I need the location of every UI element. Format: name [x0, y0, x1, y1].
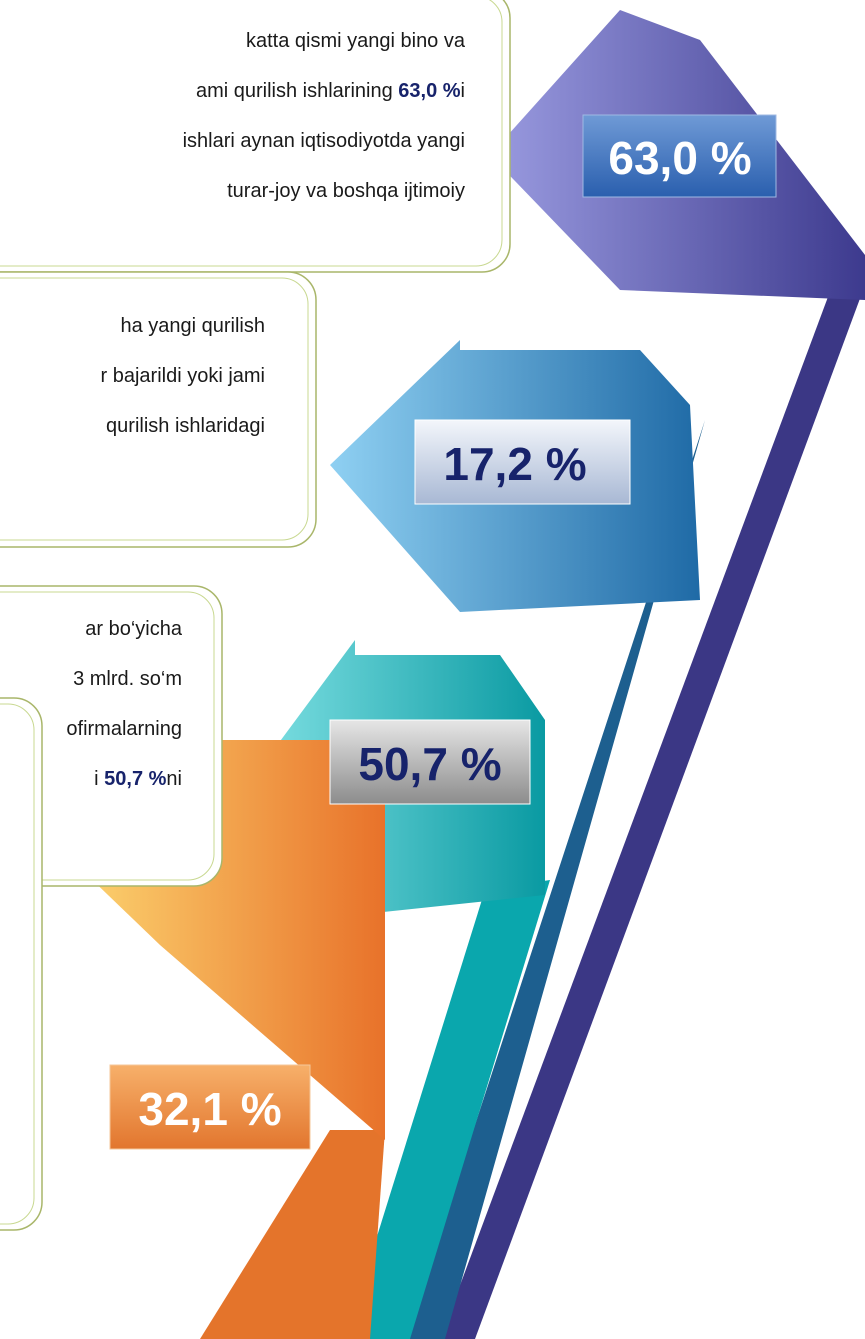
text-line: turar-joy va boshqa ijtimoiy: [227, 180, 465, 203]
text-line: ofirmalarning: [66, 718, 182, 741]
text-line: ishlari aynan iqtisodiyotda yangi: [183, 130, 465, 153]
text: turar-joy va boshqa ijtimoiy: [227, 180, 465, 202]
label-plate: [329, 719, 531, 805]
arrow-label: 32,1 %: [138, 1083, 281, 1135]
text-line: qurilish ishlaridagi: [106, 415, 265, 438]
text: i: [460, 80, 465, 102]
text-box: [0, 585, 223, 887]
arrow-label: 17,2 %: [443, 438, 586, 490]
bold-text: 50,7 %: [104, 768, 167, 790]
text: i: [94, 768, 105, 790]
text-box: [0, 703, 35, 1225]
text-line: 3 mlrd. so‘m: [73, 668, 182, 691]
text-box: [0, 277, 309, 541]
text-box: [0, 697, 43, 1231]
text-line: r bajarildi yoki jami: [101, 365, 266, 388]
text-line: ar bo‘yicha: [85, 618, 182, 641]
text-line: ha yangi qurilish: [120, 315, 265, 338]
label-plate: [414, 419, 631, 505]
text: ni: [166, 768, 182, 790]
text: ami qurilish ishlarining: [195, 80, 399, 102]
text-line: i 50,7 %ni: [94, 768, 182, 791]
label-plate: [109, 1064, 311, 1150]
text: ishlari aynan iqtisodiyotda yangi: [182, 130, 465, 152]
ribbon-purple-strip: [440, 270, 865, 1339]
text: ha yangi qurilish: [120, 315, 265, 337]
text-box: [0, 271, 317, 548]
ribbon-teal-strip: [345, 880, 550, 1339]
text-box: [0, 0, 503, 267]
text-line: katta qismi yangi bino va: [246, 30, 465, 53]
text: 3 mlrd. so‘m: [73, 668, 182, 690]
text: katta qismi yangi bino va: [245, 30, 465, 52]
text: ofirmalarning: [66, 718, 182, 740]
bold-text: 63,0 %: [398, 80, 461, 102]
text: qurilish ishlaridagi: [106, 415, 265, 437]
text: ar bo‘yicha: [85, 618, 182, 640]
text-box: [0, 591, 215, 881]
text: r bajarildi yoki jami: [100, 365, 266, 387]
arrow-label: 50,7 %: [358, 738, 501, 790]
label-plate: [582, 114, 777, 198]
text-line: ami qurilish ishlarining 63,0 %i: [196, 80, 465, 103]
arrow-label: 63,0 %: [608, 132, 751, 184]
ribbon-orange-strip: [200, 1130, 385, 1339]
